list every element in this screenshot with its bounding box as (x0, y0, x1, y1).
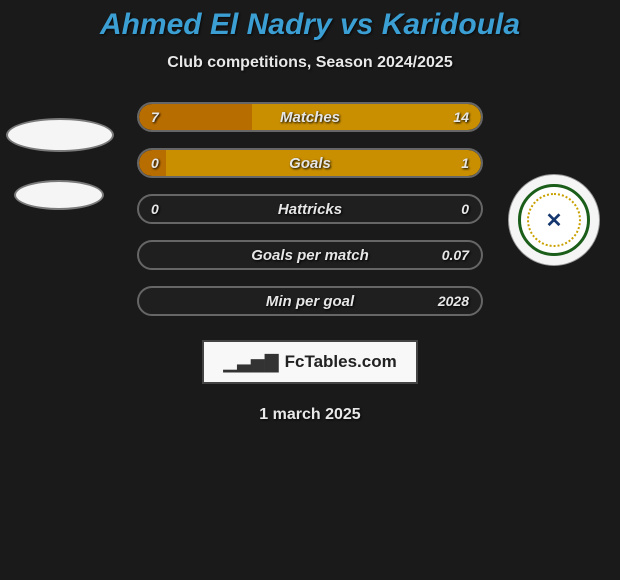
page-title: Ahmed El Nadry vs Karidoula (0, 8, 620, 42)
stat-value-right: 1 (461, 155, 469, 171)
stat-value-left: 0 (151, 201, 159, 217)
stat-value-left: 0 (151, 155, 159, 171)
left-club-badge-1 (6, 118, 114, 152)
stat-label: Goals per match (251, 247, 369, 264)
left-player-badges (6, 118, 114, 210)
stat-value-right: 0 (461, 201, 469, 217)
stat-row: Matches 7 14 (137, 102, 483, 132)
stat-value-right: 14 (453, 109, 469, 125)
comparison-card: Ahmed El Nadry vs Karidoula Club competi… (0, 0, 620, 580)
crest-mark-icon: ✕ (546, 208, 563, 233)
crest-icon: ✕ (518, 184, 590, 256)
stat-row: Min per goal 2028 (137, 286, 483, 316)
stat-label: Min per goal (266, 293, 354, 310)
stat-row: Hattricks 0 0 (137, 194, 483, 224)
stat-label: Matches (280, 109, 340, 126)
brand-text: FcTables.com (285, 352, 397, 372)
stat-row: Goals 0 1 (137, 148, 483, 178)
stat-row: Goals per match 0.07 (137, 240, 483, 270)
stats-rows: Matches 7 14 Goals 0 1 Hattricks 0 0 Goals per ma… (137, 102, 483, 316)
stat-value-left: 7 (151, 109, 159, 125)
stat-label: Goals (289, 155, 331, 172)
brand-box[interactable]: ▁▃▅▇ FcTables.com (202, 340, 418, 384)
left-club-badge-2 (14, 180, 104, 210)
brand-chart-icon: ▁▃▅▇ (223, 352, 278, 373)
stat-value-right: 0.07 (442, 247, 469, 263)
stat-label: Hattricks (278, 201, 342, 218)
date-label: 1 march 2025 (0, 406, 620, 424)
stat-value-right: 2028 (438, 293, 469, 309)
right-club-badge: ✕ (508, 174, 600, 266)
subtitle: Club competitions, Season 2024/2025 (0, 54, 620, 72)
